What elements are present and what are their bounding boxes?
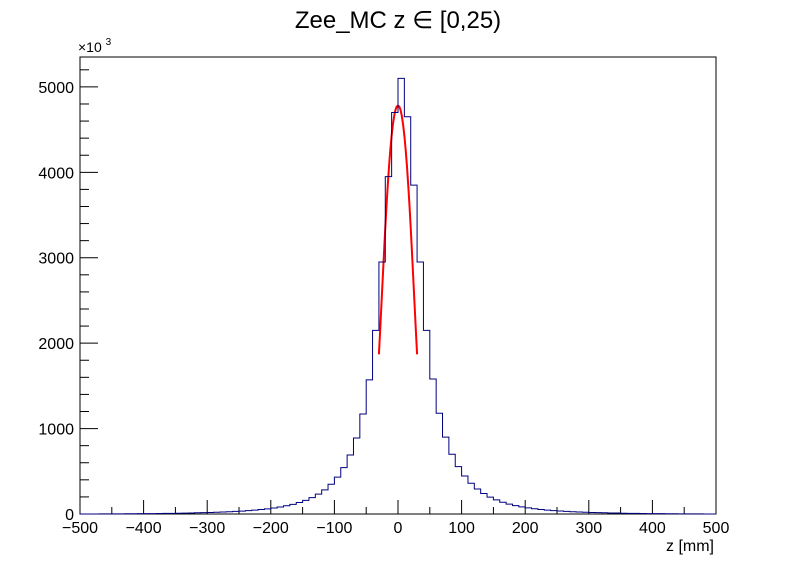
histogram-bin <box>423 330 429 514</box>
fit-series <box>377 104 419 355</box>
histogram-bin <box>500 502 506 514</box>
x-axis-title: z [mm] <box>666 538 714 555</box>
histogram-bin <box>341 468 347 514</box>
y-tick-label-4: 4000 <box>38 165 74 182</box>
x-tick-label-6: 100 <box>448 520 475 537</box>
y-multiplier-exponent: 3 <box>106 37 112 48</box>
histogram-bin <box>449 454 455 514</box>
plot-frame <box>79 56 717 515</box>
histogram-bin <box>322 490 328 514</box>
histogram-bin <box>474 489 480 514</box>
histogram-bin <box>506 504 512 514</box>
histogram-bin <box>538 509 544 514</box>
histogram-bin <box>481 493 487 514</box>
histogram-bin <box>353 438 359 514</box>
histogram-bin <box>303 500 309 514</box>
histogram-bin <box>252 510 258 514</box>
x-tick-label-8: 300 <box>575 520 602 537</box>
y-tick-label-5: 5000 <box>38 80 74 97</box>
axis-ticks <box>79 69 717 515</box>
histogram-bin <box>417 262 423 514</box>
histogram-bin <box>551 511 557 514</box>
x-tick-label-0: −500 <box>62 520 98 537</box>
histogram-bin <box>398 78 404 514</box>
histogram-bin <box>334 477 340 514</box>
chart-title: Zee_MC z ∈ [0,25) <box>295 7 501 34</box>
histogram-bin <box>392 113 398 514</box>
histogram-bin <box>455 467 461 514</box>
histogram-bin <box>525 508 531 514</box>
y-tick-label-2: 2000 <box>38 336 74 353</box>
histogram-bin <box>315 494 321 514</box>
histogram-bin <box>309 498 315 514</box>
histogram-bin <box>264 509 270 514</box>
fit-curve <box>377 104 419 355</box>
histogram-bin <box>271 508 277 514</box>
x-tick-label-10: 500 <box>703 520 730 537</box>
x-tick-label-2: −300 <box>189 520 225 537</box>
y-tick-label-0: 0 <box>65 507 74 524</box>
histogram-bin <box>277 507 283 514</box>
histogram-bin <box>284 506 290 514</box>
y-tick-label-1: 1000 <box>38 422 74 439</box>
histogram-bin <box>296 503 302 514</box>
histogram-bin <box>258 510 264 514</box>
histogram-series <box>80 77 716 515</box>
histogram-bin <box>532 509 538 514</box>
histogram-bin <box>430 379 436 514</box>
histogram-bin <box>512 506 518 514</box>
histogram-bin <box>468 483 474 514</box>
histogram-bin <box>360 414 366 514</box>
series-layer <box>80 77 716 515</box>
histogram-bin <box>436 413 442 514</box>
y-multiplier-base: ×10 <box>78 39 102 55</box>
axis-tick-labels: −500 −400 −300 −200 −100 0 100 200 300 400 5000100… <box>38 80 729 537</box>
x-tick-label-7: 200 <box>512 520 539 537</box>
histogram-bin <box>487 497 493 514</box>
histogram-bin <box>519 507 525 514</box>
histogram-bin <box>328 484 334 514</box>
histogram-bin <box>443 437 449 514</box>
histogram-bin <box>493 500 499 514</box>
x-tick-label-5: 0 <box>394 520 403 537</box>
histogram-bin <box>290 504 296 514</box>
x-tick-label-3: −200 <box>253 520 289 537</box>
histogram-bin <box>462 476 468 514</box>
y-tick-label-3: 3000 <box>38 251 74 268</box>
x-tick-label-4: −100 <box>316 520 352 537</box>
histogram-bin <box>366 380 372 514</box>
x-tick-label-9: 400 <box>639 520 666 537</box>
histogram-bin <box>544 510 550 514</box>
histogram-bin <box>347 455 353 514</box>
x-tick-label-1: −400 <box>126 520 162 537</box>
y-multiplier-label: ×10 3 <box>78 37 112 55</box>
histogram-bin <box>373 330 379 514</box>
histogram-outline <box>80 77 716 515</box>
